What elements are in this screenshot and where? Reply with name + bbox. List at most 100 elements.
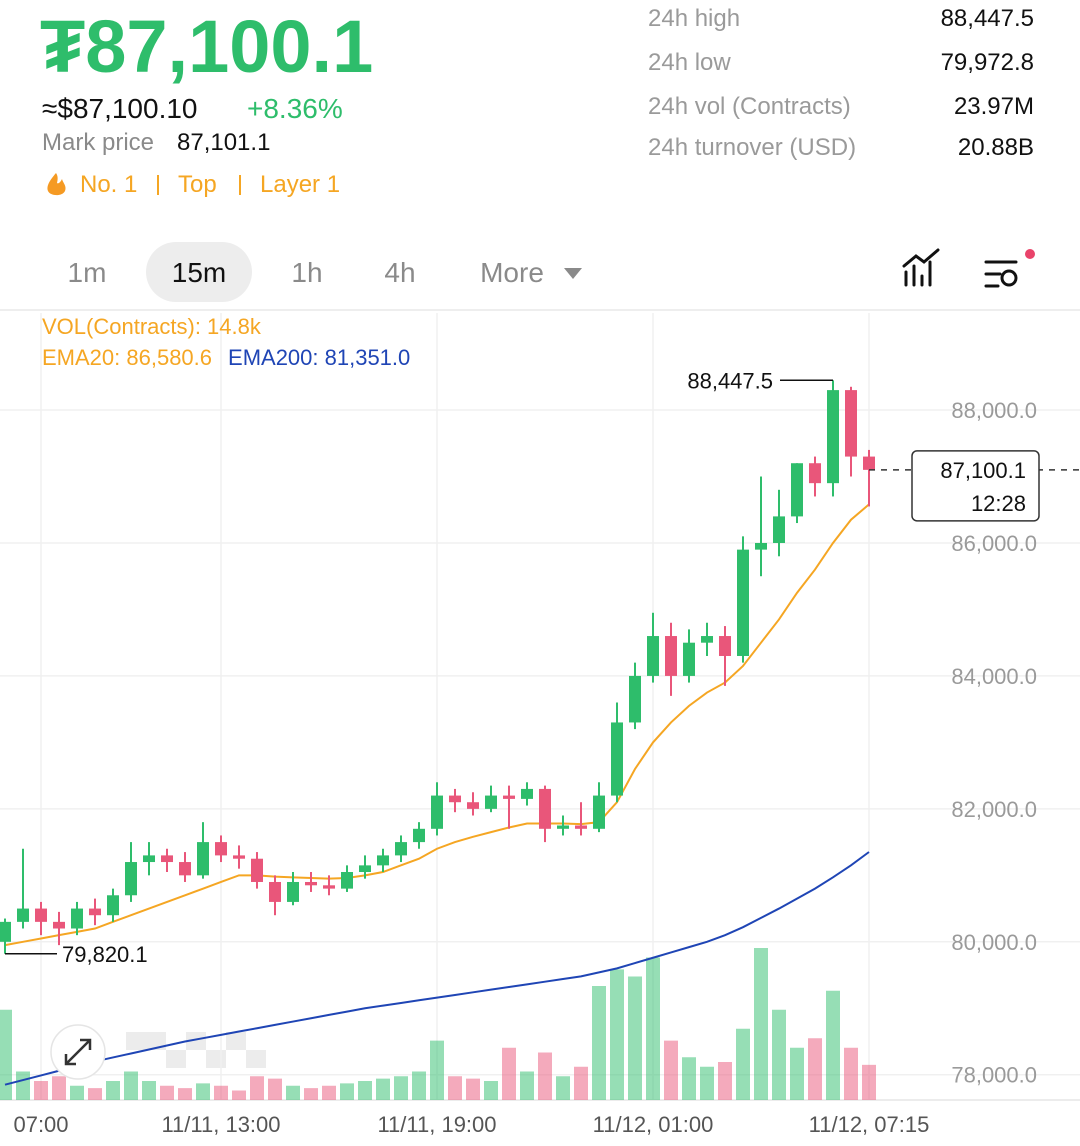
usd-price: ≈$87,100.10 xyxy=(42,93,198,124)
candle-body xyxy=(665,636,677,676)
candle-body xyxy=(341,872,353,889)
x-tick-label: 11/11, 19:00 xyxy=(377,1112,496,1137)
volume-bar xyxy=(862,1064,876,1100)
candle-body xyxy=(233,855,245,859)
stat-value: 88,447.5 xyxy=(941,5,1034,32)
tab[interactable]: More xyxy=(480,257,544,288)
volume-bar xyxy=(844,1047,858,1100)
tag[interactable]: Layer 1 xyxy=(260,171,340,198)
x-tick-label: 11/11, 13:00 xyxy=(161,1112,280,1137)
volume-bar xyxy=(358,1081,372,1100)
high-marker-label: 88,447.5 xyxy=(687,368,773,393)
candle-body xyxy=(845,390,857,457)
watermark xyxy=(166,1050,186,1068)
volume-bar xyxy=(430,1040,444,1100)
candle-body xyxy=(125,862,137,896)
candle-body xyxy=(827,390,839,484)
candle-body xyxy=(701,636,713,643)
tab[interactable]: 4h xyxy=(384,257,415,288)
watermark xyxy=(126,1032,146,1050)
candle-body xyxy=(431,795,443,829)
candle-body xyxy=(809,463,821,484)
x-tick-label: 11/12, 01:00 xyxy=(593,1112,714,1137)
volume-bar xyxy=(682,1057,696,1100)
candle-body xyxy=(485,795,497,809)
expand-icon xyxy=(64,1038,92,1066)
candle-body xyxy=(359,865,371,873)
volume-bar xyxy=(448,1076,462,1100)
candle-body xyxy=(629,675,641,723)
y-tick-label: 78,000.0 xyxy=(951,1063,1037,1088)
volume-bar xyxy=(556,1076,570,1100)
candle-body xyxy=(539,788,551,829)
indicator-icon[interactable] xyxy=(902,248,940,287)
y-tick-label: 82,000.0 xyxy=(951,797,1037,822)
candle-body xyxy=(593,795,605,829)
fire-icon xyxy=(47,173,66,196)
volume-bar xyxy=(232,1090,246,1100)
last-price-box xyxy=(911,450,1040,522)
candle-body xyxy=(89,908,101,916)
candle-body xyxy=(611,722,623,796)
volume-bar xyxy=(646,957,660,1100)
candle-body xyxy=(323,885,335,889)
volume-bar xyxy=(718,1062,732,1100)
tab[interactable]: 1m xyxy=(68,257,107,288)
candle-body xyxy=(467,802,479,809)
volume-bar xyxy=(376,1078,390,1100)
candle-body xyxy=(521,788,533,799)
volume-bar xyxy=(268,1078,282,1100)
watermark xyxy=(146,1032,166,1050)
stat-value: 20.88B xyxy=(958,134,1034,161)
active-tab-bg xyxy=(146,242,252,302)
y-tick-label: 80,000.0 xyxy=(951,930,1037,955)
volume-bar xyxy=(16,1071,30,1100)
x-tick-label: 07:00 xyxy=(13,1112,68,1137)
candle-body xyxy=(197,842,209,876)
candle-body xyxy=(719,636,731,656)
stat-value: 79,972.8 xyxy=(941,49,1034,76)
volume-bar xyxy=(142,1081,156,1100)
volume-bar xyxy=(808,1038,822,1100)
ema-line xyxy=(4,851,870,1086)
volume-bar xyxy=(106,1081,120,1100)
volume-bar xyxy=(790,1047,804,1100)
candle-body xyxy=(251,858,263,882)
candle-body xyxy=(503,795,515,799)
price-change: +8.36% xyxy=(247,93,343,124)
candle-body xyxy=(53,921,65,929)
x-tick-label: 11/12, 07:15 xyxy=(809,1112,930,1137)
timeframe-tabs: 1m 15m 1h 4h More xyxy=(68,242,582,302)
volume-bar xyxy=(394,1076,408,1100)
candle-body xyxy=(449,795,461,803)
volume-legend: VOL(Contracts): 14.8k xyxy=(42,314,262,339)
volume-bar xyxy=(754,948,768,1100)
volume-bar xyxy=(610,969,624,1100)
candle-body xyxy=(413,828,425,843)
stat-label: 24h turnover (USD) xyxy=(648,134,856,161)
stats: 24h high 88,447.5 24h low 79,972.8 24h vol (… xyxy=(648,5,1034,161)
stat-label: 24h low xyxy=(648,49,731,76)
candle-body xyxy=(377,855,389,866)
tag[interactable]: Top xyxy=(178,171,217,198)
volume-bar xyxy=(826,990,840,1100)
volume-bar xyxy=(574,1066,588,1100)
candle-body xyxy=(17,908,29,922)
volume-bar xyxy=(484,1081,498,1100)
volume-bar xyxy=(124,1071,138,1100)
tag[interactable]: No. 1 xyxy=(80,171,137,198)
tab[interactable]: 15m xyxy=(172,257,226,288)
candle-body xyxy=(0,921,11,942)
settings-icon[interactable] xyxy=(984,260,1018,288)
mark-price-value: 87,101.1 xyxy=(177,129,270,156)
last-price: ₮87,100.1 xyxy=(40,5,373,88)
mark-price-label: Mark price xyxy=(42,129,154,156)
dropdown-arrow xyxy=(564,268,582,279)
ema-legend: EMA200: 81,351.0 xyxy=(228,345,410,370)
y-tick-label: 84,000.0 xyxy=(951,664,1037,689)
candle-body xyxy=(683,642,695,676)
ema-legend: EMA20: 86,580.6 xyxy=(42,345,212,370)
tab[interactable]: 1h xyxy=(291,257,322,288)
